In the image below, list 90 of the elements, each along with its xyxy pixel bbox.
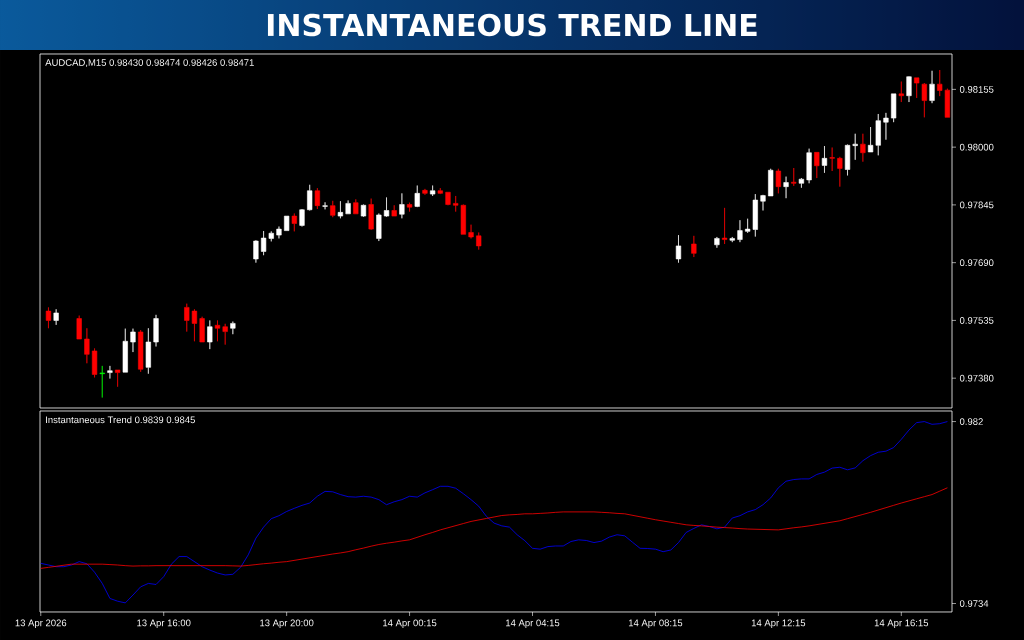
candlestick: [691, 235, 697, 258]
candlestick: [737, 219, 743, 243]
candlestick: [476, 232, 482, 250]
candlestick: [783, 176, 789, 199]
candlestick: [284, 215, 290, 231]
candlestick: [399, 193, 405, 219]
candlestick: [914, 77, 920, 99]
y-tick-label: 0.97690: [959, 259, 994, 267]
candlestick: [921, 82, 927, 118]
candlestick: [852, 133, 858, 161]
candlestick: [814, 152, 820, 179]
y-tick-label: 0.98000: [959, 143, 994, 151]
candlestick: [314, 187, 320, 210]
candlestick: [891, 93, 897, 123]
candlestick: [99, 365, 105, 398]
y-tick-label: 0.98155: [959, 86, 994, 93]
candlestick: [422, 188, 428, 196]
candlestick: [376, 213, 382, 242]
candlestick: [383, 197, 390, 218]
candlestick: [391, 204, 397, 217]
x-tick-label: 14 Apr 16:15: [874, 619, 929, 629]
candlestick: [115, 369, 121, 388]
y-tick-label: 0.97380: [959, 374, 994, 382]
candlestick: [130, 328, 136, 353]
candlestick: [729, 236, 735, 243]
y-tick-label: 0.97535: [959, 317, 994, 324]
x-tick-label: 14 Apr 04:15: [506, 619, 560, 629]
candlestick: [76, 315, 82, 340]
candlestick: [821, 145, 828, 174]
y-tick-label: 0.982: [959, 418, 983, 425]
candlestick: [768, 168, 774, 197]
candlestick: [299, 208, 305, 227]
candlestick: [53, 308, 59, 326]
candlestick: [45, 307, 52, 329]
candlestick: [353, 199, 359, 215]
candlestick: [91, 348, 98, 378]
candlestick: [721, 207, 728, 245]
candlestick: [798, 177, 805, 189]
candlestick: [138, 329, 144, 373]
candlestick: [330, 200, 336, 218]
x-tick-label: 14 Apr 12:15: [751, 619, 806, 629]
candlestick: [122, 328, 128, 373]
candlestick: [360, 204, 367, 218]
candlestick: [276, 226, 282, 239]
candlestick: [345, 200, 351, 215]
candlestick: [883, 112, 889, 140]
x-tick-label: 14 Apr 08:15: [628, 619, 683, 629]
candlestick: [406, 202, 413, 212]
candlestick: [806, 148, 812, 184]
candlestick: [414, 185, 420, 208]
x-tick-label: 13 Apr 20:00: [260, 619, 314, 629]
y-tick-label: 0.97845: [959, 201, 994, 209]
candlestick: [791, 167, 797, 187]
candlestick: [437, 187, 443, 195]
candlestick: [230, 321, 236, 335]
candlestick: [714, 236, 720, 249]
candlestick: [368, 198, 374, 231]
candlestick: [214, 320, 221, 342]
candlestick: [291, 213, 297, 232]
annotation: Instantaneous Trend 0.9839 0.9845: [46, 416, 195, 424]
candlestick: [445, 191, 451, 206]
y-tick-label: 0.9734: [959, 600, 989, 607]
candlestick: [253, 240, 259, 263]
chart-title: INSTANTANEOUS TREND LINE: [267, 13, 757, 37]
candlestick: [829, 147, 835, 172]
candlestick: [107, 365, 113, 379]
candlestick: [322, 202, 328, 210]
candlestick: [84, 327, 90, 364]
x-tick-label: 13 Apr 16:00: [137, 619, 191, 629]
candlestick: [199, 316, 205, 343]
candlestick: [844, 144, 851, 176]
candlestick: [898, 81, 904, 103]
candlestick: [860, 133, 866, 162]
candlestick: [468, 224, 474, 239]
candlestick: [929, 70, 935, 104]
annotation: AUDCAD,M15 0.98430 0.98474 0.98426 0.98471: [45, 59, 254, 68]
candlestick: [153, 314, 159, 347]
candlestick: [430, 185, 436, 197]
candlestick: [145, 327, 151, 374]
candlestick: [675, 234, 682, 263]
candlestick: [207, 320, 213, 350]
x-tick-label: 14 Apr 00:15: [383, 619, 437, 629]
candlestick: [337, 200, 344, 219]
candlestick: [307, 184, 313, 211]
candlestick: [906, 76, 912, 103]
candlestick: [222, 323, 228, 345]
x-tick-label: 13 Apr 2026: [15, 619, 67, 629]
candlestick: [775, 168, 781, 194]
candlestick: [837, 156, 843, 187]
candlestick: [760, 194, 766, 211]
